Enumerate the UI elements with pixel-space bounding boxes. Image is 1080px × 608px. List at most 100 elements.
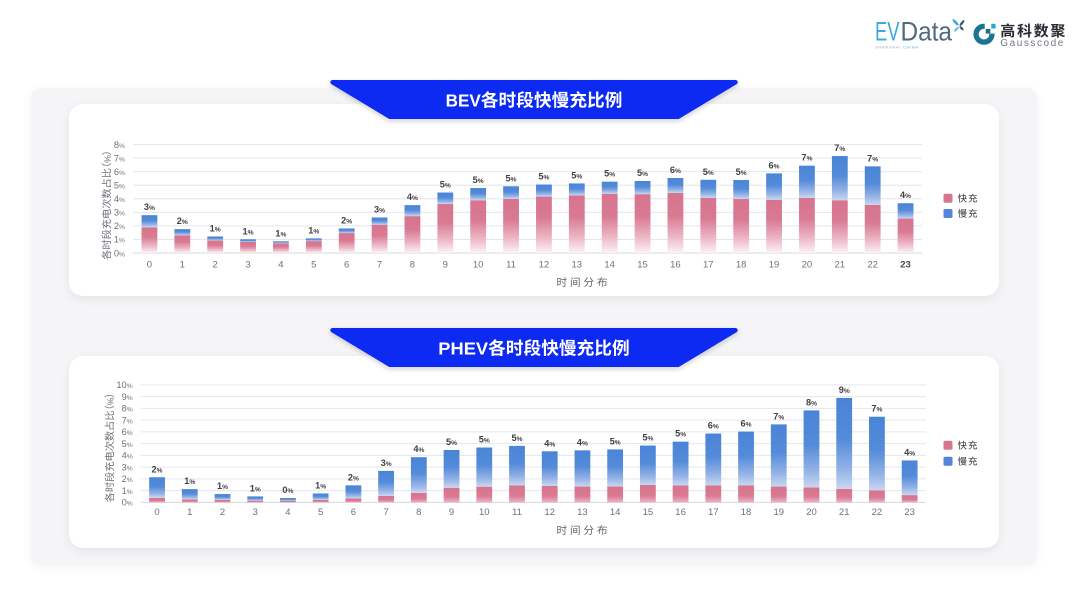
svg-text:5%: 5% xyxy=(675,429,686,439)
svg-text:7%: 7% xyxy=(801,153,812,163)
svg-text:4: 4 xyxy=(285,507,290,518)
svg-text:23: 23 xyxy=(904,507,915,518)
svg-text:1%: 1% xyxy=(315,480,326,490)
svg-text:7: 7 xyxy=(383,507,388,518)
svg-text:4%: 4% xyxy=(122,451,133,461)
svg-text:7: 7 xyxy=(377,259,382,270)
svg-text:0: 0 xyxy=(154,507,159,518)
svg-text:5%: 5% xyxy=(571,170,582,180)
svg-text:2: 2 xyxy=(213,259,218,270)
svg-text:5%: 5% xyxy=(604,169,615,179)
svg-text:10%: 10% xyxy=(116,380,132,390)
svg-text:1: 1 xyxy=(187,507,192,518)
svg-text:1%: 1% xyxy=(250,483,261,493)
svg-text:5%: 5% xyxy=(642,433,653,443)
svg-text:3%: 3% xyxy=(374,204,385,214)
svg-text:4: 4 xyxy=(278,259,283,270)
svg-text:5%: 5% xyxy=(122,439,133,449)
svg-text:4%: 4% xyxy=(904,447,915,457)
svg-text:20: 20 xyxy=(802,259,813,270)
svg-text:0%: 0% xyxy=(122,498,133,508)
svg-text:7%: 7% xyxy=(867,153,878,163)
svg-text:7%: 7% xyxy=(114,153,125,163)
svg-text:%: % xyxy=(105,397,115,405)
svg-text:5%: 5% xyxy=(506,173,517,183)
svg-text:2%: 2% xyxy=(348,472,359,482)
svg-text:4%: 4% xyxy=(577,437,588,447)
svg-text:5%: 5% xyxy=(511,433,522,443)
svg-text:2%: 2% xyxy=(122,474,133,484)
svg-text:5%: 5% xyxy=(703,167,714,177)
svg-text:0%: 0% xyxy=(114,248,125,258)
svg-text:12: 12 xyxy=(539,259,550,270)
svg-text:6%: 6% xyxy=(122,427,133,437)
svg-text:1%: 1% xyxy=(184,476,195,486)
svg-text:8%: 8% xyxy=(806,397,817,407)
svg-text:1%: 1% xyxy=(308,225,319,235)
svg-text:11: 11 xyxy=(506,259,516,270)
svg-text:7%: 7% xyxy=(834,143,845,153)
svg-text:2%: 2% xyxy=(341,215,352,225)
svg-text:5%: 5% xyxy=(440,180,451,190)
svg-text:6%: 6% xyxy=(708,421,719,431)
svg-text:5%: 5% xyxy=(479,435,490,445)
svg-text:7%: 7% xyxy=(122,415,133,425)
svg-text:6%: 6% xyxy=(741,419,752,429)
svg-text:5%: 5% xyxy=(114,181,125,191)
svg-text:16: 16 xyxy=(670,259,681,270)
svg-text:13: 13 xyxy=(572,259,583,270)
svg-text:7%: 7% xyxy=(871,404,882,414)
svg-text:1%: 1% xyxy=(114,235,125,245)
svg-text:2%: 2% xyxy=(114,221,125,231)
svg-text:14: 14 xyxy=(610,507,621,518)
svg-text:%: % xyxy=(102,155,112,163)
svg-text:15: 15 xyxy=(643,507,654,518)
svg-text:3: 3 xyxy=(253,507,258,518)
svg-text:5%: 5% xyxy=(637,168,648,178)
svg-text:4%: 4% xyxy=(544,438,555,448)
svg-text:6: 6 xyxy=(351,507,356,518)
svg-text:22: 22 xyxy=(867,259,878,270)
svg-text:5%: 5% xyxy=(538,172,549,182)
svg-text:6%: 6% xyxy=(114,167,125,177)
svg-text:23: 23 xyxy=(900,259,911,270)
svg-text:17: 17 xyxy=(703,259,714,270)
svg-text:9: 9 xyxy=(443,259,448,270)
svg-text:1%: 1% xyxy=(122,486,133,496)
svg-text:1%: 1% xyxy=(275,228,286,238)
svg-text:EV: EV xyxy=(875,17,900,47)
svg-text:18: 18 xyxy=(741,507,752,518)
svg-text:21: 21 xyxy=(835,259,846,270)
svg-text:3%: 3% xyxy=(114,208,125,218)
svg-text:19: 19 xyxy=(769,259,780,270)
svg-text:11: 11 xyxy=(512,507,522,518)
svg-text:2%: 2% xyxy=(177,216,188,226)
svg-text:3: 3 xyxy=(245,259,250,270)
svg-text:4%: 4% xyxy=(407,192,418,202)
svg-text:4%: 4% xyxy=(900,190,911,200)
svg-text:3%: 3% xyxy=(144,202,155,212)
svg-text:12: 12 xyxy=(544,507,555,518)
svg-text:5%: 5% xyxy=(473,175,484,185)
svg-text:5%: 5% xyxy=(446,437,457,447)
svg-text:1: 1 xyxy=(180,259,185,270)
svg-text:6%: 6% xyxy=(670,165,681,175)
svg-text:0: 0 xyxy=(147,259,152,270)
svg-text:PHEV: PHEV xyxy=(438,338,488,358)
svg-text:21: 21 xyxy=(839,507,850,518)
svg-text:20: 20 xyxy=(806,507,817,518)
svg-text:17: 17 xyxy=(708,507,719,518)
svg-text:SHANGHAI CHINA: SHANGHAI CHINA xyxy=(875,44,918,49)
svg-text:10: 10 xyxy=(473,259,484,270)
svg-text:13: 13 xyxy=(577,507,588,518)
svg-text:14: 14 xyxy=(604,259,615,270)
svg-text:18: 18 xyxy=(736,259,747,270)
svg-text:Data: Data xyxy=(901,17,953,47)
svg-text:2: 2 xyxy=(220,507,225,518)
svg-text:1%: 1% xyxy=(217,481,228,491)
svg-text:6%: 6% xyxy=(769,160,780,170)
svg-text:Gausscode: Gausscode xyxy=(1000,38,1063,49)
svg-text:2%: 2% xyxy=(152,464,163,474)
svg-text:BEV: BEV xyxy=(446,90,481,110)
svg-text:5: 5 xyxy=(311,259,316,270)
